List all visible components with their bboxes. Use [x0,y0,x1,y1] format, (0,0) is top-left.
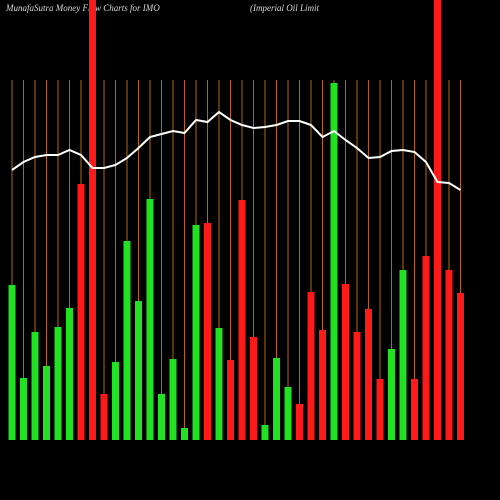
bar [319,330,326,440]
bar [388,349,395,440]
bar [250,337,257,440]
bar [411,379,418,440]
bar [20,378,27,440]
bar [273,358,280,440]
bar [284,387,292,440]
bar [445,270,453,440]
bar [43,366,50,440]
bar [365,309,372,440]
bar [399,270,407,440]
bar [342,284,349,440]
bar [169,359,177,440]
bar [238,200,246,440]
bar [31,332,39,440]
bar [192,225,200,440]
bar [146,199,154,440]
bar [77,184,85,440]
bar [261,425,269,440]
bar [457,293,464,440]
bar [434,0,441,440]
bar [100,394,108,440]
bar [353,332,361,440]
bar [215,328,223,440]
bar [376,379,384,440]
bar [307,292,315,440]
bar [181,428,188,440]
chart-title: MunafaSutra Money Flow Charts for IMO [5,3,160,13]
bar [158,394,165,440]
bar [89,0,96,440]
bar [422,256,430,440]
bar [227,360,234,440]
money-flow-line [11,110,462,191]
bar [66,308,73,440]
bar [123,241,131,440]
bar [296,404,303,440]
bar [54,327,62,440]
bar [8,285,16,440]
bar [204,223,211,440]
bar [330,83,338,440]
bar [135,301,142,440]
chart-subtitle: (Imperial Oil Limit [250,3,319,13]
bar [112,362,119,440]
